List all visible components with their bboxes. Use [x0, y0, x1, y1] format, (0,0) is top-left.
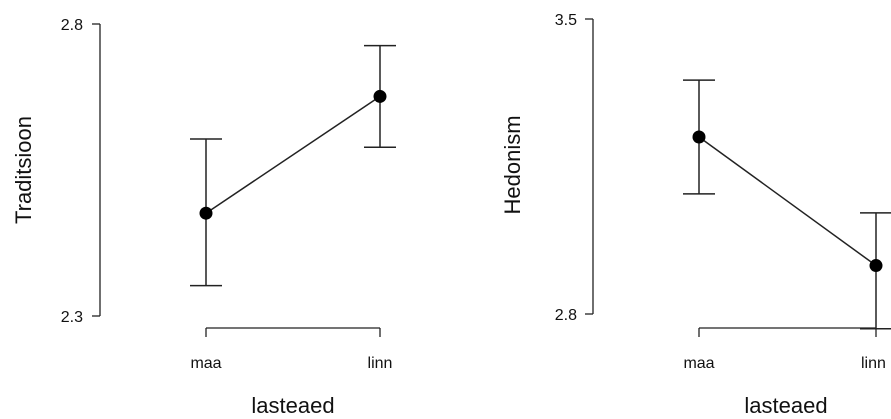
series-marks: [190, 44, 396, 287]
x-tick-label-maa: maa: [683, 355, 714, 372]
y-tick-label-top: 2.8: [61, 17, 83, 34]
series-marks: [683, 79, 891, 330]
x-tick-label-maa: maa: [190, 355, 221, 372]
x-tick-label-linn: linn: [861, 355, 886, 372]
y-tick-label-top: 3.5: [555, 12, 577, 29]
y-axis-title: Traditsioon: [11, 116, 36, 224]
data-point-maa: [692, 130, 706, 144]
data-point-maa: [199, 206, 213, 220]
y-tick-label-bottom: 2.3: [61, 309, 83, 326]
x-tick-label-linn: linn: [368, 355, 393, 372]
x-axis-title: lasteaed: [744, 393, 827, 418]
data-point-linn: [373, 89, 387, 103]
y-axis-title: Hedonism: [500, 115, 525, 214]
panel-hedonism: 3.5 2.8 Hedonism maa linn lasteaed: [500, 12, 891, 418]
series-line: [205, 95, 381, 214]
x-axis-title: lasteaed: [251, 393, 334, 418]
series-line: [698, 136, 877, 267]
data-point-linn: [869, 259, 883, 273]
panel-traditsioon: 2.8 2.3 Traditsioon maa linn lasteaed: [11, 17, 396, 418]
y-tick-label-bottom: 2.8: [555, 307, 577, 324]
